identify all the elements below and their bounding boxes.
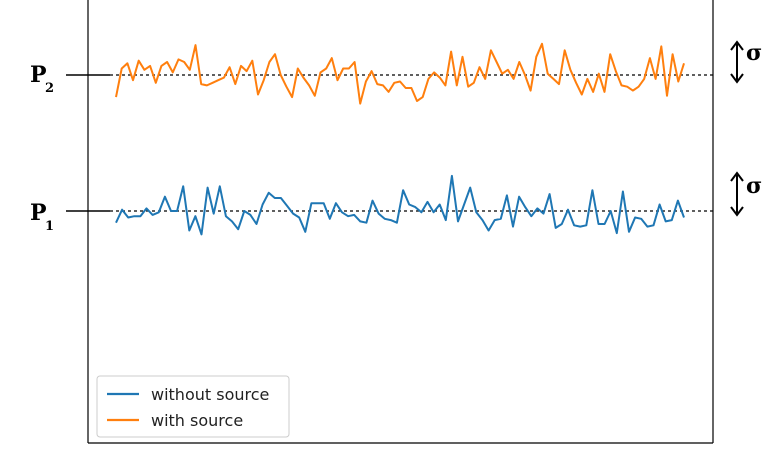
legend: without source with source: [96, 375, 290, 438]
legend-label-without-source: without source: [151, 385, 269, 404]
sigma-top-arrowhead-up: [730, 40, 744, 51]
series-line-with-source: [115, 42, 685, 105]
p1-label: P: [30, 200, 47, 226]
legend-label-with-source: with source: [151, 411, 243, 430]
sigma-bottom-label: σ: [746, 173, 762, 199]
series-line-without-source: [115, 174, 685, 236]
sigma-bottom-arrowhead-up: [730, 171, 744, 182]
sigma-indicator-bottom: σ: [730, 171, 762, 217]
legend-box: [96, 375, 290, 438]
p2-subscript: 2: [45, 81, 54, 96]
sigma-bottom-arrowhead-down: [730, 206, 744, 217]
p2-label: P: [30, 62, 47, 88]
p1-subscript: 1: [45, 219, 54, 234]
sigma-top-arrowhead-down: [730, 73, 744, 84]
sigma-indicator-top: σ: [730, 40, 762, 84]
sigma-top-label: σ: [746, 40, 762, 66]
